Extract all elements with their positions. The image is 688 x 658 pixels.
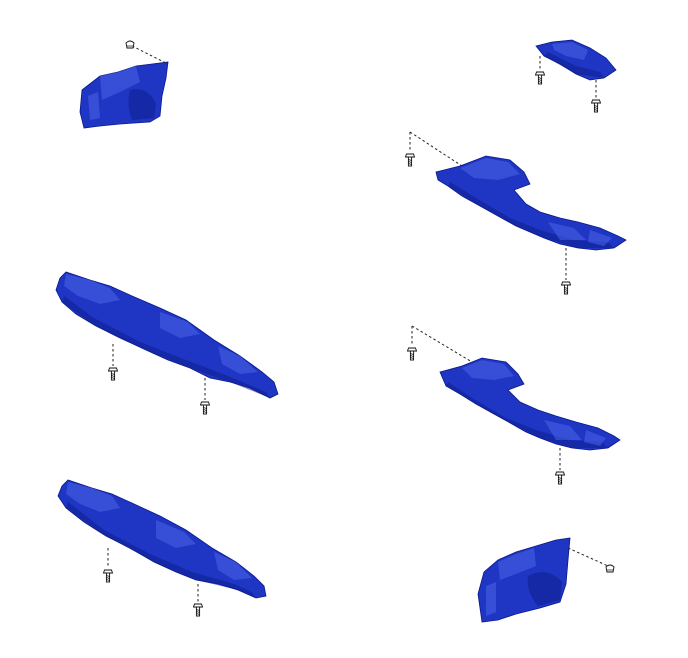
engine-under-cover-rh: [405, 131, 627, 295]
bolt-fastener: [103, 569, 113, 583]
clip-fastener: [605, 564, 615, 573]
bolt-fastener: [193, 603, 203, 617]
front-left-fender-liner-section: [79, 40, 169, 129]
engine-under-cover-front-plate: [535, 39, 617, 113]
bolt-fastener: [555, 471, 565, 485]
front-bumper-lower-cover-a: [55, 271, 279, 415]
bolt-fastener: [591, 99, 601, 113]
bolt-fastener: [535, 71, 545, 85]
engine-under-cover-lh: [407, 325, 621, 485]
front-bumper-lower-cover-b: [57, 479, 267, 617]
bolt-fastener: [108, 367, 118, 381]
clip-fastener: [125, 40, 135, 49]
bolt-fastener: [407, 347, 417, 361]
bolt-fastener: [200, 401, 210, 415]
bolt-fastener: [405, 153, 415, 167]
front-right-fender-liner-section: [477, 537, 615, 623]
bolt-fastener: [561, 281, 571, 295]
